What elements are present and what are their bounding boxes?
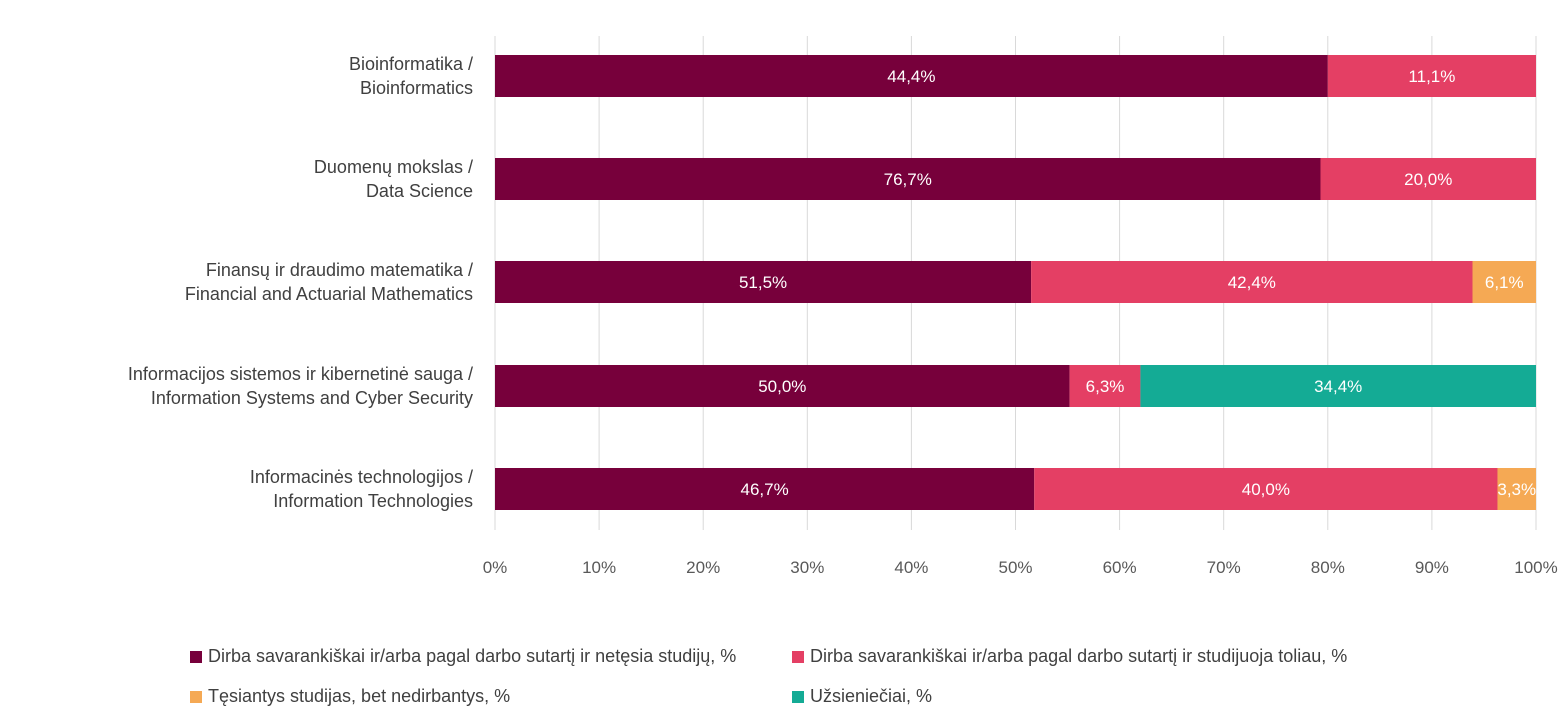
data-label: 44,4% xyxy=(887,67,935,86)
legend-item-series-3: Tęsiantys studijas, bet nedirbantys, % xyxy=(190,686,510,707)
bar-segment-2 xyxy=(1069,365,1141,407)
legend-label-series-3: Tęsiantys studijas, bet nedirbantys, % xyxy=(208,686,511,706)
category-label: Informacinės technologijos / Information … xyxy=(250,467,473,511)
bar-segment-2 xyxy=(1320,158,1536,200)
data-label: 34,4% xyxy=(1314,377,1362,396)
legend-swatch-series-4 xyxy=(792,690,804,703)
legend-item-series-4: Užsieniečiai, % xyxy=(792,686,932,707)
x-tick-label: 80% xyxy=(1311,558,1345,577)
category-labels: Bioinformatika / Bioinformatics Duomenų mo… xyxy=(128,54,473,511)
data-label: 76,7% xyxy=(884,170,932,189)
data-label: 11,1% xyxy=(1408,67,1455,86)
data-label: 46,7% xyxy=(741,480,789,499)
x-axis-tick-labels: 0% 10% 20% 30% 40% 50% 60% 70% 80% 90% 100% xyxy=(483,558,1558,577)
data-label: 20,0% xyxy=(1404,170,1452,189)
bar-segment-3 xyxy=(1472,261,1536,303)
legend-label-series-1: Dirba savarankiškai ir/arba pagal darbo … xyxy=(208,646,737,666)
data-label: 51,5% xyxy=(739,273,787,292)
legend-item-series-1: Dirba savarankiškai ir/arba pagal darbo … xyxy=(190,646,736,667)
x-tick-label: 40% xyxy=(894,558,928,577)
bar-segment-2 xyxy=(1327,55,1536,97)
legend-label-series-2: Dirba savarankiškai ir/arba pagal darbo … xyxy=(810,646,1348,666)
legend-item-series-2: Dirba savarankiškai ir/arba pagal darbo … xyxy=(792,646,1347,667)
data-label: 50,0% xyxy=(758,377,806,396)
bar-segment-1 xyxy=(495,468,1035,510)
x-tick-label: 60% xyxy=(1103,558,1137,577)
data-label: 40,0% xyxy=(1242,480,1290,499)
bar-segment-3 xyxy=(1497,468,1536,510)
x-tick-label: 20% xyxy=(686,558,720,577)
x-tick-label: 30% xyxy=(790,558,824,577)
x-tick-label: 10% xyxy=(582,558,616,577)
bar-segment-1 xyxy=(495,261,1032,303)
bar-segment-2 xyxy=(1031,261,1473,303)
x-tick-label: 50% xyxy=(998,558,1032,577)
category-label: Duomenų mokslas / Data Science xyxy=(314,157,473,201)
bars: 44,4% 11,1% 76,7% 20,0% 51,5% 42,4% 6,1% 50,0% 6… xyxy=(495,55,1536,510)
x-tick-label: 0% xyxy=(483,558,508,577)
bar-segment-1 xyxy=(495,55,1328,97)
bar-segment-1 xyxy=(495,158,1321,200)
data-label: 42,4% xyxy=(1228,273,1276,292)
legend-swatch-series-3 xyxy=(190,690,202,703)
data-label: 6,1% xyxy=(1485,273,1524,292)
category-label: Finansų ir draudimo matematika / Financia… xyxy=(185,260,473,304)
data-label: 6,3% xyxy=(1086,377,1125,396)
bar-segment-1 xyxy=(495,365,1070,407)
data-label: 3,3% xyxy=(1497,480,1536,499)
x-tick-label: 100% xyxy=(1514,558,1557,577)
legend-swatch-series-1 xyxy=(190,650,202,663)
legend-label-series-4: Užsieniečiai, % xyxy=(810,686,933,706)
bar-segment-4 xyxy=(1140,365,1536,407)
category-label: Bioinformatika / Bioinformatics xyxy=(349,54,473,98)
legend-swatch-series-2 xyxy=(792,650,804,663)
x-tick-label: 90% xyxy=(1415,558,1449,577)
x-tick-label: 70% xyxy=(1207,558,1241,577)
category-label: Informacijos sistemos ir kibernetinė sau… xyxy=(128,364,473,408)
bar-segment-2 xyxy=(1034,468,1498,510)
